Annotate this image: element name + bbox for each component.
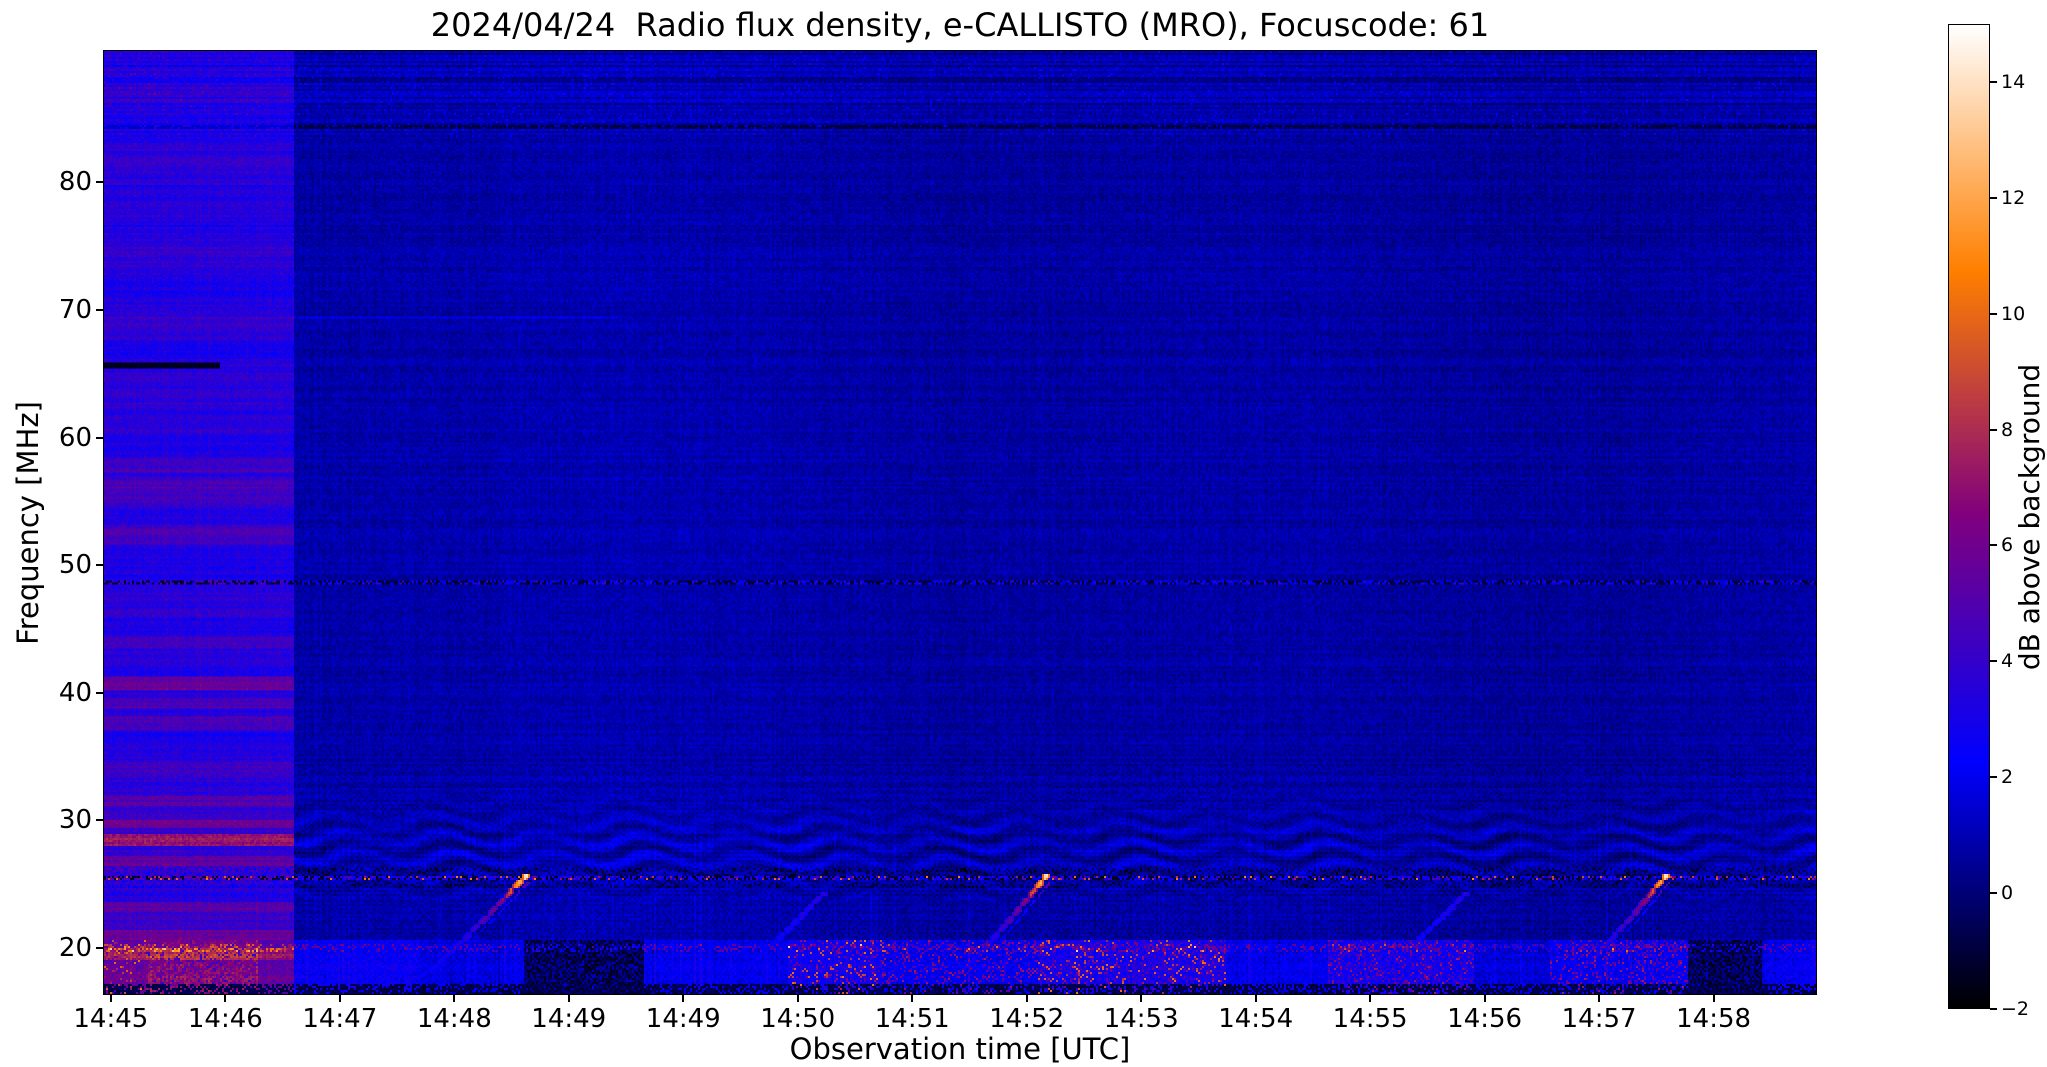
colorbar-tick-mark — [1990, 312, 1997, 315]
colorbar-tick-label: 6 — [2001, 534, 2014, 557]
x-tick-mark — [1712, 994, 1715, 1002]
y-tick-mark — [96, 691, 104, 694]
y-tick-label: 50 — [58, 550, 92, 581]
x-tick-mark — [911, 994, 914, 1002]
x-tick-label: 14:53 — [1103, 1004, 1179, 1034]
x-tick-label: 14:57 — [1561, 1004, 1637, 1034]
x-tick-mark — [1483, 994, 1486, 1002]
x-tick-label: 14:50 — [760, 1004, 836, 1034]
y-tick-mark — [96, 564, 104, 567]
x-tick-mark — [796, 994, 799, 1002]
colorbar — [1948, 24, 1990, 1009]
colorbar-tick-mark — [1990, 428, 1997, 431]
colorbar-tick-label: 14 — [2001, 70, 2026, 93]
colorbar-tick-label: 8 — [2001, 418, 2014, 441]
y-tick-mark — [96, 819, 104, 822]
x-tick-label: 14:51 — [874, 1004, 950, 1034]
colorbar-tick-mark — [1990, 776, 1997, 779]
x-tick-mark — [453, 994, 456, 1002]
colorbar-tick-label: 2 — [2001, 766, 2014, 789]
colorbar-tick-label: 4 — [2001, 650, 2014, 673]
x-tick-mark — [682, 994, 685, 1002]
colorbar-tick-label: 10 — [2001, 302, 2026, 325]
x-tick-mark — [567, 994, 570, 1002]
x-tick-mark — [1598, 994, 1601, 1002]
colorbar-tick-mark — [1990, 196, 1997, 199]
spectrogram-plot — [103, 50, 1817, 995]
x-tick-label: 14:46 — [187, 1004, 263, 1034]
x-tick-mark — [109, 994, 112, 1002]
colorbar-tick-mark — [1990, 660, 1997, 663]
y-axis-label: Frequency [MHz] — [11, 401, 45, 645]
y-tick-mark — [96, 309, 104, 312]
x-tick-label: 14:55 — [1332, 1004, 1408, 1034]
y-tick-label: 60 — [58, 422, 92, 453]
x-tick-mark — [338, 994, 341, 1002]
y-tick-label: 80 — [58, 167, 92, 198]
x-tick-mark — [1369, 994, 1372, 1002]
x-tick-label: 14:49 — [645, 1004, 721, 1034]
y-tick-mark — [96, 436, 104, 439]
colorbar-tick-mark — [1990, 892, 1997, 895]
colorbar-tick-mark — [1990, 80, 1997, 83]
x-tick-label: 14:52 — [989, 1004, 1065, 1034]
x-axis-label: Observation time [UTC] — [789, 1032, 1131, 1066]
x-tick-label: 14:54 — [1218, 1004, 1294, 1034]
colorbar-gradient — [1949, 25, 1989, 1008]
x-tick-mark — [1254, 994, 1257, 1002]
y-tick-mark — [96, 947, 104, 950]
x-tick-mark — [1140, 994, 1143, 1002]
y-tick-label: 30 — [58, 805, 92, 836]
figure-title: 2024/04/24 Radio flux density, e-CALLIST… — [430, 6, 1490, 44]
y-tick-label: 20 — [58, 933, 92, 964]
colorbar-tick-label: −2 — [2001, 998, 2030, 1020]
x-tick-label: 14:56 — [1447, 1004, 1523, 1034]
spectrogram-canvas — [104, 51, 1816, 994]
x-tick-label: 14:48 — [416, 1004, 492, 1034]
x-tick-mark — [1025, 994, 1028, 1002]
colorbar-tick-mark — [1990, 1008, 1997, 1010]
colorbar-tick-label: 0 — [2001, 882, 2014, 905]
y-tick-label: 40 — [58, 677, 92, 708]
x-tick-label: 14:47 — [302, 1004, 378, 1034]
x-tick-label: 14:58 — [1676, 1004, 1752, 1034]
y-tick-label: 70 — [58, 295, 92, 326]
x-tick-label: 14:45 — [73, 1004, 149, 1034]
x-tick-mark — [224, 994, 227, 1002]
y-tick-mark — [96, 181, 104, 184]
colorbar-label: dB above background — [2013, 363, 2046, 671]
colorbar-tick-label: 12 — [2001, 186, 2026, 209]
x-tick-label: 14:49 — [531, 1004, 607, 1034]
colorbar-tick-mark — [1990, 544, 1997, 547]
